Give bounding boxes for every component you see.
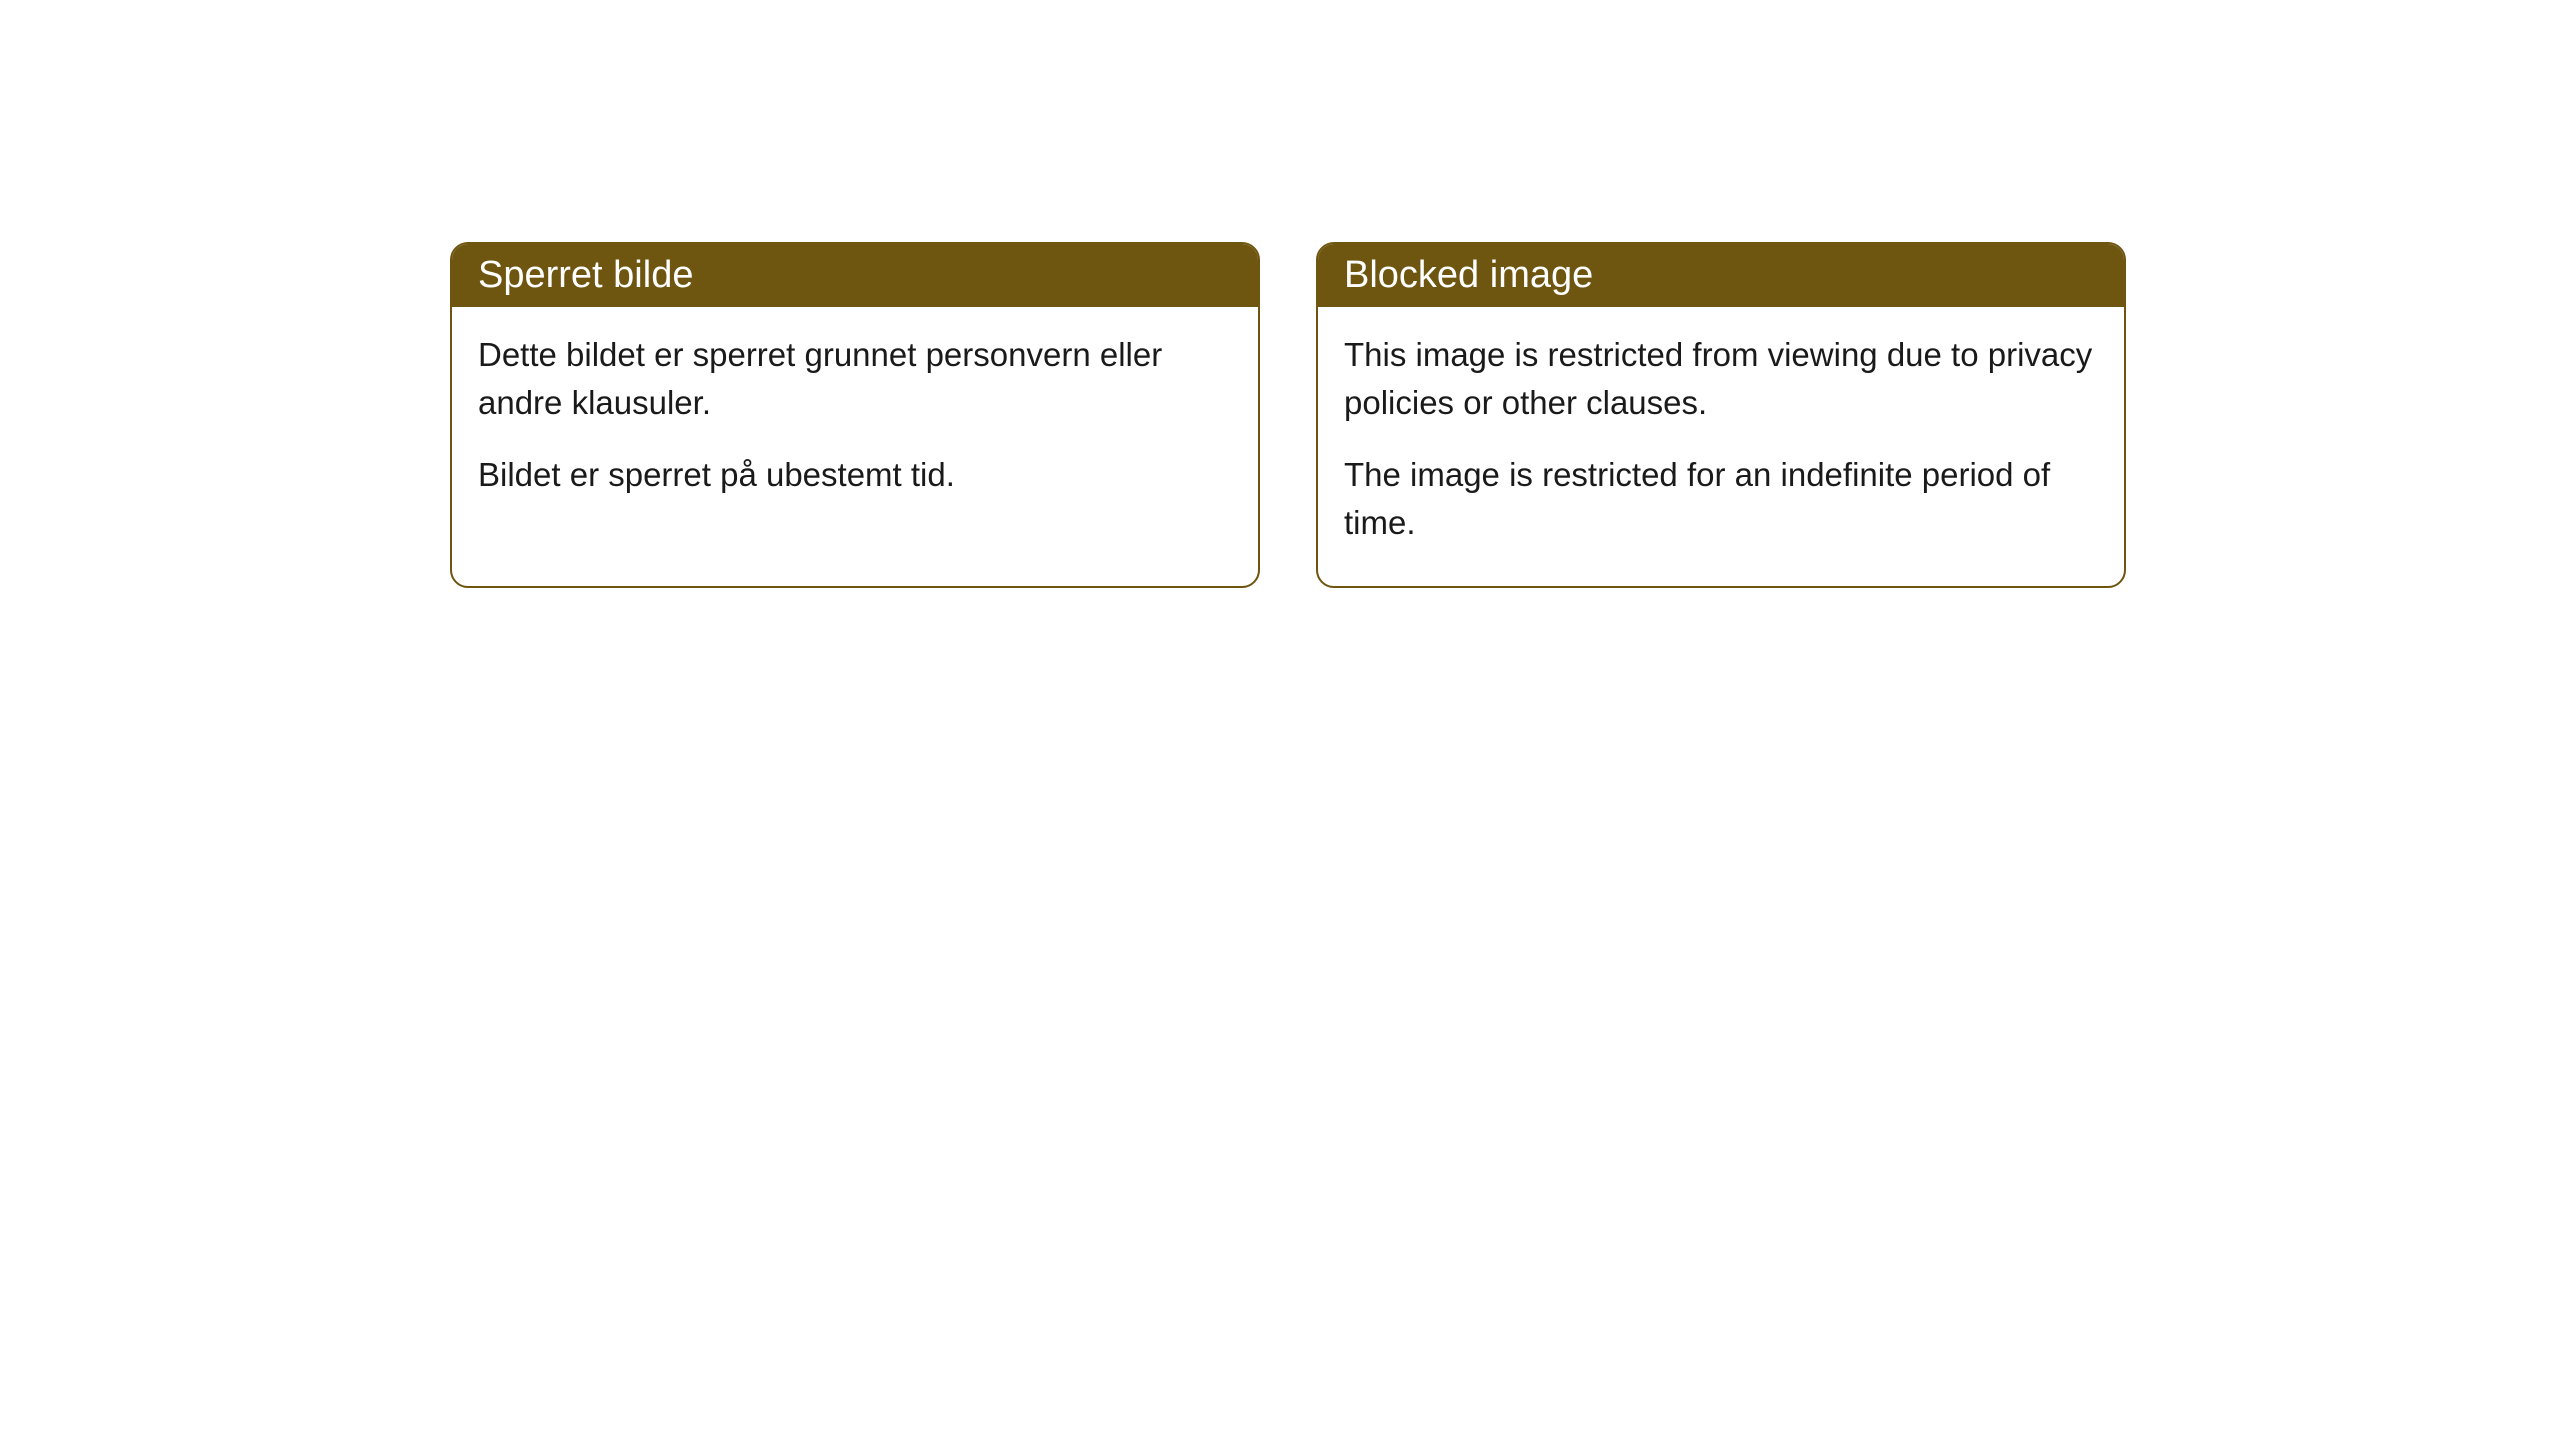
blocked-image-card-no: Sperret bilde Dette bildet er sperret gr… <box>450 242 1260 588</box>
card-header-no: Sperret bilde <box>452 244 1258 307</box>
blocked-image-card-en: Blocked image This image is restricted f… <box>1316 242 2126 588</box>
card-text-no-1: Dette bildet er sperret grunnet personve… <box>478 331 1232 427</box>
card-body-no: Dette bildet er sperret grunnet personve… <box>452 307 1258 539</box>
card-text-en-1: This image is restricted from viewing du… <box>1344 331 2098 427</box>
card-text-en-2: The image is restricted for an indefinit… <box>1344 451 2098 547</box>
notice-container: Sperret bilde Dette bildet er sperret gr… <box>0 0 2560 588</box>
card-body-en: This image is restricted from viewing du… <box>1318 307 2124 586</box>
card-header-en: Blocked image <box>1318 244 2124 307</box>
card-text-no-2: Bildet er sperret på ubestemt tid. <box>478 451 1232 499</box>
